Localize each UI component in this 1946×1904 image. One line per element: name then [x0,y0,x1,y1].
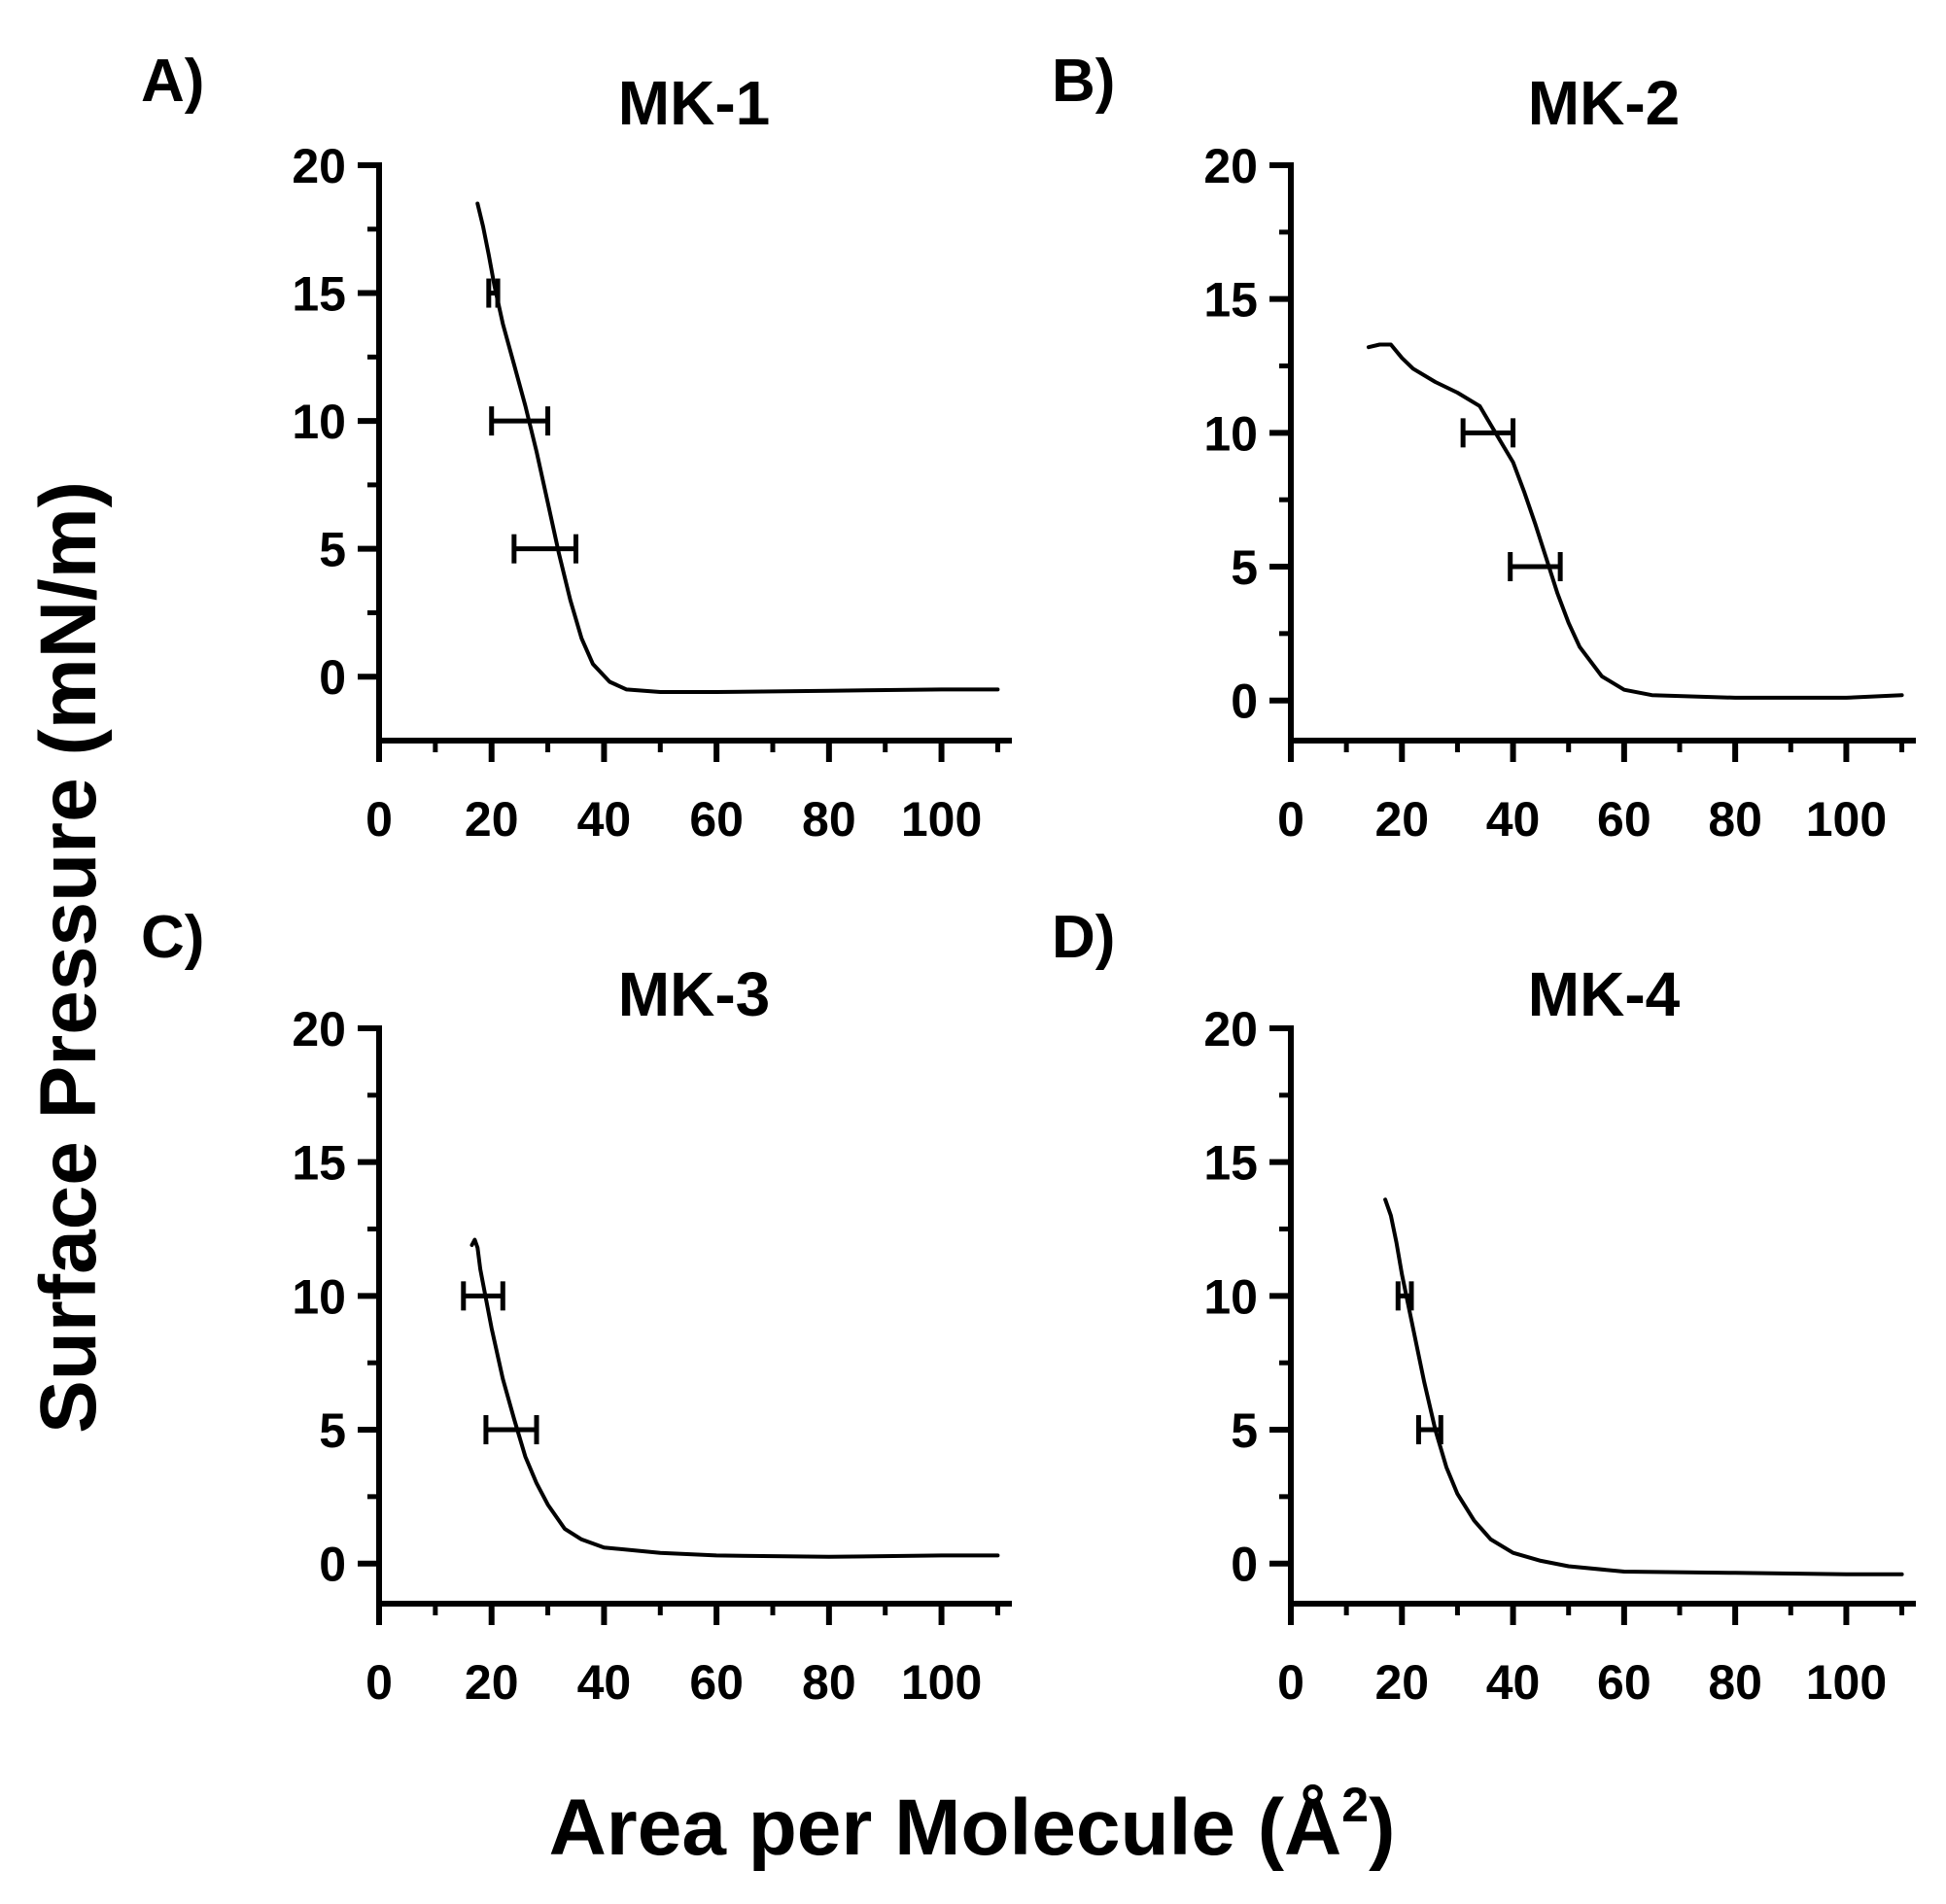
y-tick-label: 10 [292,1269,346,1324]
panel-title: MK-2 [1528,68,1680,138]
y-tick-label: 10 [292,395,346,449]
isotherm-line [1383,1197,1904,1576]
y-tick-label: 5 [319,523,346,577]
chart-panel-3: C) MK-3 0 5 10 15 20 0 20 40 60 80 100 [141,904,1012,1710]
x-tick-label: 0 [1277,1655,1304,1710]
x-tick-label: 40 [1486,1655,1541,1710]
y-tick-label: 20 [1203,1002,1258,1056]
x-axis-title-superscript: 2 [1341,1778,1369,1832]
error-bar [1415,1415,1443,1445]
y-tick-label: 20 [292,139,346,193]
error-bar [1395,1281,1414,1311]
x-tick-label: 20 [1374,792,1429,847]
x-tick-label: 40 [1486,792,1541,847]
error-bar [461,1281,505,1311]
x-tick-label: 60 [689,792,744,847]
x-tick-label: 80 [802,792,856,847]
x-tick-label: 60 [1597,792,1651,847]
x-tick-label: 100 [1806,1655,1887,1710]
isotherm-line [469,1237,1000,1559]
x-axis-title-close: ) [1369,1783,1395,1872]
panel-title: MK-3 [618,959,770,1029]
x-tick-label: 100 [1806,792,1887,847]
error-bar [486,278,501,308]
error-bar [483,1415,539,1445]
x-tick-label: 20 [1374,1655,1429,1710]
y-tick-label: 20 [292,1002,346,1056]
y-tick-label: 5 [319,1403,346,1458]
panel-letter: A) [141,48,204,115]
y-tick-label: 15 [292,267,346,322]
x-tick-label: 80 [1708,1655,1762,1710]
panel-title: MK-4 [1528,959,1681,1029]
chart-panel-2: B) MK-2 0 5 10 15 20 0 20 40 60 80 100 [1052,48,1916,847]
error-bar [1508,552,1563,582]
panel-title: MK-1 [618,68,770,138]
x-tick-label: 60 [689,1655,744,1710]
x-axis-title: Area per Molecule (Å2) [549,1778,1396,1872]
panel-letter: B) [1052,48,1115,115]
x-tick-label: 0 [365,792,393,847]
x-tick-label: 40 [577,1655,632,1710]
error-bar [1460,418,1516,448]
x-tick-label: 60 [1597,1655,1651,1710]
y-tick-label: 5 [1231,1403,1258,1458]
y-tick-label: 20 [1203,139,1258,193]
x-tick-label: 100 [901,792,982,847]
error-bar [511,534,578,564]
isotherm-line [1367,342,1904,700]
x-tick-label: 80 [1708,792,1762,847]
panel-letter: C) [141,904,204,971]
x-tick-label: 80 [802,1655,856,1710]
chart-panel-1: A) MK-1 0 5 10 15 20 0 20 40 60 80 100 [141,48,1012,847]
y-tick-label: 15 [1203,1136,1258,1191]
y-tick-label: 0 [1231,1538,1258,1592]
y-axis-title: Surface Pressure (mN/m) [24,481,113,1434]
y-tick-label: 0 [319,1538,346,1592]
y-tick-label: 10 [1203,406,1258,461]
x-tick-label: 20 [465,1655,519,1710]
x-axis-title-main: Area per Molecule (Å [549,1783,1342,1872]
y-tick-label: 0 [319,650,346,705]
y-tick-label: 15 [1203,273,1258,328]
x-tick-label: 0 [1277,792,1304,847]
panel-letter: D) [1052,904,1115,971]
y-tick-label: 10 [1203,1269,1258,1324]
x-tick-label: 100 [901,1655,982,1710]
chart-panel-4: D) MK-4 0 5 10 15 20 0 20 40 60 80 100 [1052,904,1916,1710]
x-tick-label: 40 [577,792,632,847]
y-tick-label: 5 [1231,540,1258,595]
x-tick-label: 20 [465,792,519,847]
x-tick-label: 0 [365,1655,393,1710]
y-tick-label: 0 [1231,675,1258,729]
y-tick-label: 15 [292,1136,346,1191]
error-bar [489,406,551,436]
